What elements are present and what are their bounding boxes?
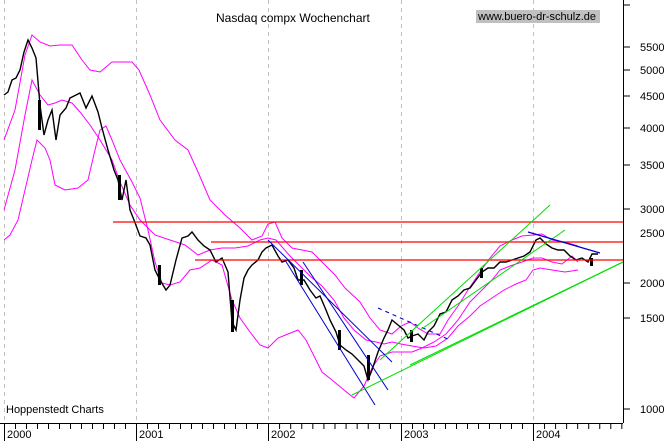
year-gridlines [4, 0, 534, 423]
x-axis-minor-ticks [15, 423, 623, 429]
bollinger-lower [3, 125, 579, 399]
uptrend-lines [351, 204, 624, 396]
svg-text:2000: 2000 [640, 278, 664, 290]
bollinger-bands [3, 34, 579, 399]
x-axis [0, 423, 623, 441]
svg-text:5000: 5000 [640, 65, 664, 77]
svg-text:2000: 2000 [7, 429, 31, 441]
svg-text:2003: 2003 [404, 429, 428, 441]
source-label-bg [476, 10, 600, 23]
footer-label: Hoppenstedt Charts [6, 404, 104, 416]
svg-text:4000: 4000 [640, 123, 664, 135]
chart-title: Nasdaq compx Wochenchart [216, 11, 371, 25]
price-path [3, 38, 598, 383]
bollinger-middle [3, 78, 579, 349]
svg-text:5500: 5500 [640, 42, 664, 54]
y-axis-labels: 5500 5000 4500 4000 3500 3000 2500 2000 … [640, 42, 664, 416]
svg-text:1500: 1500 [640, 313, 664, 325]
bollinger-upper [3, 34, 579, 335]
svg-text:3500: 3500 [640, 160, 664, 172]
svg-text:2500: 2500 [640, 228, 664, 240]
y-axis [623, 0, 630, 423]
svg-text:2004: 2004 [536, 429, 560, 441]
source-label: www.buero-dr-schulz.de [477, 11, 596, 23]
svg-text:1000: 1000 [640, 404, 664, 416]
svg-text:3000: 3000 [640, 204, 664, 216]
svg-text:2002: 2002 [271, 429, 295, 441]
resistance-lines [113, 221, 623, 261]
downtrend-line-2004 [527, 231, 601, 254]
price-candles [3, 38, 598, 383]
downtrend-lines-2002 [267, 239, 451, 406]
candle-bodies [38, 100, 593, 380]
x-axis-labels: 2000 2001 2002 2003 2004 [7, 429, 560, 441]
svg-text:2001: 2001 [139, 429, 163, 441]
svg-text:4500: 4500 [640, 91, 664, 103]
